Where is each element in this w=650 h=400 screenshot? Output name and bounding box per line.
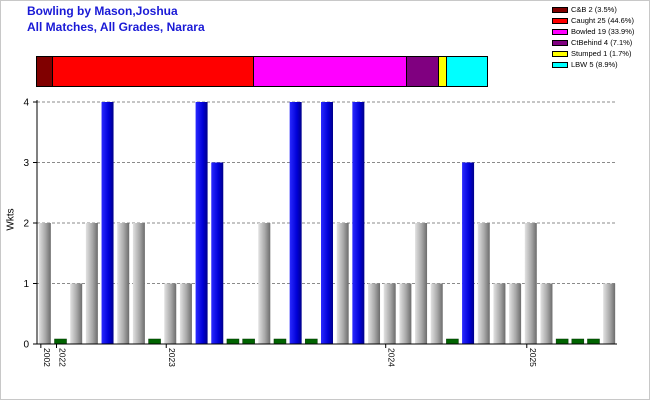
chart-subtitle: All Matches, All Grades, Narara bbox=[27, 20, 205, 34]
dismissal-stacked-bar bbox=[36, 56, 488, 87]
bar bbox=[132, 223, 145, 344]
bar-zero bbox=[571, 338, 585, 345]
bar bbox=[462, 162, 475, 344]
bar bbox=[117, 223, 130, 344]
x-tick-label: 2025 bbox=[528, 348, 538, 367]
bar bbox=[289, 102, 302, 344]
stack-segment bbox=[53, 57, 254, 86]
x-tick-label: 2023 bbox=[167, 348, 177, 367]
bar bbox=[38, 223, 51, 344]
bar-zero bbox=[242, 338, 255, 345]
bar-zero bbox=[273, 338, 287, 345]
stack-segment bbox=[253, 57, 407, 86]
x-tick-label: 2002 bbox=[42, 348, 52, 367]
legend-swatch bbox=[552, 17, 568, 24]
bar-zero bbox=[226, 338, 240, 345]
bar-zero bbox=[54, 338, 67, 345]
legend-item: C&B 2 (3.5%) bbox=[552, 4, 634, 15]
bar bbox=[164, 283, 177, 344]
legend-item: Caught 25 (44.6%) bbox=[552, 15, 634, 26]
y-tick-label: 3 bbox=[23, 158, 29, 169]
legend-item: LBW 5 (8.9%) bbox=[552, 59, 634, 70]
bar-zero bbox=[587, 338, 600, 345]
y-tick-label: 2 bbox=[23, 219, 29, 230]
legend-item: Bowled 19 (33.9%) bbox=[552, 26, 634, 37]
legend-swatch bbox=[552, 28, 568, 35]
stack-segment bbox=[446, 57, 487, 86]
legend-label: Bowled 19 (33.9%) bbox=[571, 27, 635, 36]
bar bbox=[211, 162, 224, 344]
bar bbox=[399, 283, 412, 344]
stack-segment bbox=[406, 57, 439, 86]
bar bbox=[603, 283, 616, 344]
y-tick-label: 0 bbox=[23, 340, 29, 351]
bar bbox=[101, 102, 114, 344]
bar bbox=[336, 223, 349, 344]
y-tick-label: 1 bbox=[23, 279, 29, 290]
bar bbox=[368, 283, 381, 344]
legend: C&B 2 (3.5%) Caught 25 (44.6%) Bowled 19 (… bbox=[552, 4, 634, 70]
stack-segment bbox=[438, 57, 447, 86]
bar bbox=[524, 223, 537, 344]
bar bbox=[509, 283, 522, 344]
legend-swatch bbox=[552, 50, 568, 57]
legend-swatch bbox=[552, 39, 568, 46]
legend-item: CtBehind 4 (7.1%) bbox=[552, 37, 634, 48]
x-tick-label: 2022 bbox=[58, 348, 68, 367]
legend-label: CtBehind 4 (7.1%) bbox=[571, 38, 633, 47]
bar bbox=[430, 283, 443, 344]
chart-title: Bowling by Mason,Joshua bbox=[27, 4, 178, 18]
bar-zero bbox=[148, 338, 161, 345]
bar bbox=[321, 102, 333, 344]
legend-label: LBW 5 (8.9%) bbox=[571, 60, 618, 69]
bar-zero bbox=[555, 338, 569, 345]
bar bbox=[258, 223, 271, 344]
bar bbox=[477, 223, 490, 344]
bar bbox=[415, 223, 428, 344]
bar bbox=[179, 283, 192, 344]
bar bbox=[70, 283, 83, 344]
legend-label: C&B 2 (3.5%) bbox=[571, 5, 617, 14]
bar bbox=[195, 102, 208, 344]
x-tick-label: 2024 bbox=[387, 348, 397, 367]
legend-swatch bbox=[552, 6, 568, 13]
legend-label: Stumped 1 (1.7%) bbox=[571, 49, 632, 58]
legend-swatch bbox=[552, 61, 568, 68]
legend-label: Caught 25 (44.6%) bbox=[571, 16, 634, 25]
bar bbox=[493, 283, 506, 344]
bar bbox=[383, 283, 396, 344]
stack-segment bbox=[37, 57, 54, 86]
bar-zero bbox=[305, 338, 318, 345]
legend-item: Stumped 1 (1.7%) bbox=[552, 48, 634, 59]
y-tick-label: 4 bbox=[23, 98, 29, 109]
bar bbox=[85, 223, 98, 344]
bar bbox=[540, 283, 553, 344]
bar bbox=[352, 102, 365, 344]
bar-zero bbox=[446, 338, 459, 345]
